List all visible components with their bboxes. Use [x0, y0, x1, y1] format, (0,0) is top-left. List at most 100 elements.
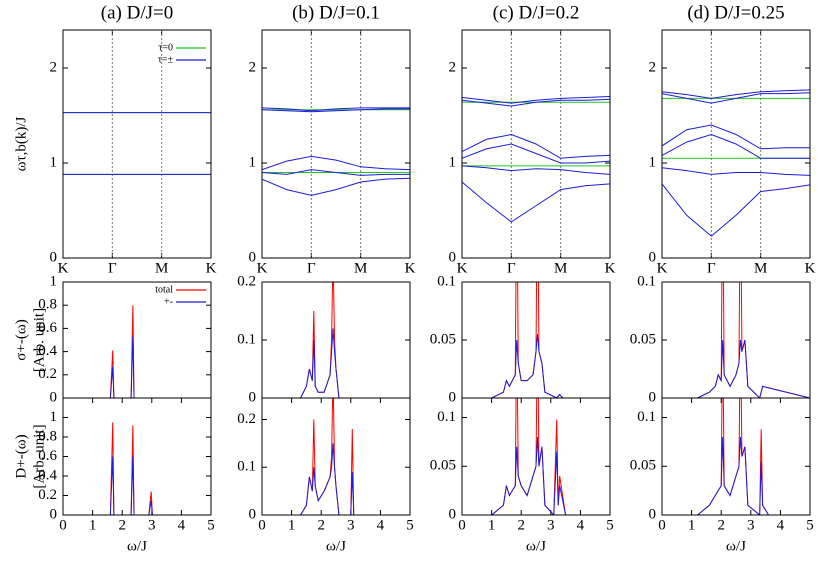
series-line	[662, 167, 810, 176]
x-tick-label: 0	[59, 517, 67, 533]
x-tick-label: Γ	[507, 260, 516, 276]
plot-frame	[62, 281, 212, 399]
plot-frame	[461, 397, 611, 516]
panel-title: (c) D/J=0.2	[493, 2, 580, 23]
x-tick-label: K	[805, 260, 816, 276]
panel-title: (d) D/J=0.25	[687, 2, 784, 23]
series-line	[462, 334, 610, 398]
series-line	[262, 398, 410, 515]
x-tick-label: 2	[317, 517, 325, 533]
series-line	[662, 89, 810, 99]
x-tick-label: 5	[806, 517, 814, 533]
x-tick-label: K	[457, 260, 468, 276]
y-tick-label: 0.1	[237, 331, 256, 347]
x-tick-label: 0	[458, 517, 466, 533]
y-tick-label: 0.1	[237, 459, 256, 475]
y-tick-label: 0.05	[430, 331, 456, 347]
x-tick-label: Γ	[307, 260, 316, 276]
series-line	[262, 443, 410, 515]
x-tick-label: 5	[207, 517, 215, 533]
y-tick-label: 0	[449, 389, 457, 405]
y-tick-label: 0.05	[630, 331, 656, 347]
x-tick-label: K	[206, 260, 217, 276]
series-line	[262, 328, 410, 398]
plot-frame	[261, 397, 411, 516]
x-tick-label: K	[257, 260, 268, 276]
y-tick-label: 0.05	[430, 458, 456, 474]
plot-frame	[661, 397, 811, 516]
x-tick-label: K	[405, 260, 416, 276]
x-axis-label: ω/J	[326, 538, 346, 554]
y-tick-label: 0.1	[437, 409, 456, 425]
x-tick-label: 2	[517, 517, 525, 533]
series-line	[662, 124, 810, 150]
panel-title: (b) D/J=0.1	[292, 2, 380, 23]
x-tick-label: 2	[118, 517, 126, 533]
y-tick-label: 2	[449, 59, 457, 75]
x-tick-label: 0	[258, 517, 266, 533]
x-tick-label: 2	[717, 517, 725, 533]
y-tick-label: 0	[50, 249, 58, 265]
y-tick-label: 0.05	[630, 458, 656, 474]
plot-frame	[461, 29, 611, 259]
y-tick-label: 2	[50, 59, 58, 75]
series-line	[462, 98, 610, 107]
series-line	[63, 422, 211, 515]
x-tick-label: 3	[347, 517, 355, 533]
x-tick-label: 1	[89, 517, 97, 533]
x-tick-label: Γ	[108, 260, 117, 276]
y-tick-label: 0	[449, 249, 457, 265]
x-axis-label: ω/J	[127, 538, 147, 554]
series-line	[462, 96, 610, 104]
series-line	[262, 107, 410, 112]
x-tick-label: 3	[148, 517, 156, 533]
y-axis-label: [Arb. unit]	[31, 308, 47, 372]
x-axis-label: ω/J	[526, 538, 546, 554]
series-line	[63, 336, 211, 398]
x-tick-label: 4	[178, 517, 186, 533]
x-tick-label: M	[754, 260, 767, 276]
plot-frame	[62, 29, 212, 259]
x-tick-label: 4	[777, 517, 785, 533]
series-line	[462, 143, 610, 164]
x-tick-label: 1	[288, 517, 296, 533]
plot-frame	[261, 281, 411, 399]
y-tick-label: 1	[50, 273, 58, 289]
series-line	[63, 305, 211, 398]
panel-title: (a) D/J=0	[101, 2, 173, 23]
series-line	[262, 155, 410, 171]
x-tick-label: 4	[377, 517, 385, 533]
series-line	[262, 169, 410, 176]
series-line	[662, 133, 810, 159]
y-tick-label: 0.1	[637, 409, 656, 425]
y-tick-label: 0.1	[637, 273, 656, 289]
x-tick-label: 5	[406, 517, 414, 533]
x-tick-label: M	[155, 260, 168, 276]
x-tick-label: M	[354, 260, 367, 276]
x-tick-label: 3	[547, 517, 555, 533]
series-line	[462, 165, 610, 175]
series-line	[662, 92, 810, 104]
x-tick-label: 0	[658, 517, 666, 533]
series-line	[462, 436, 610, 515]
y-tick-label: 0.2	[38, 487, 57, 503]
y-axis-label: [Arb. unit]	[31, 424, 47, 488]
y-tick-label: 2	[649, 59, 657, 75]
y-tick-label: 0	[249, 249, 257, 265]
y-tick-label: 0.2	[237, 411, 256, 427]
series-line	[262, 177, 410, 196]
y-tick-label: 0.6	[38, 320, 57, 336]
x-axis-label: ω/J	[726, 538, 746, 554]
legend-label: total	[155, 284, 173, 295]
y-tick-label: 0	[449, 506, 457, 522]
y-tick-label: 0	[649, 389, 657, 405]
series-line	[462, 133, 610, 159]
plot-frame	[661, 281, 811, 399]
x-tick-label: 3	[747, 517, 755, 533]
series-line	[662, 436, 810, 515]
series-line	[262, 282, 410, 398]
y-tick-label: 1	[50, 154, 58, 170]
y-tick-label: 1	[50, 409, 58, 425]
y-axis-label: D+-(ω)	[13, 434, 29, 478]
